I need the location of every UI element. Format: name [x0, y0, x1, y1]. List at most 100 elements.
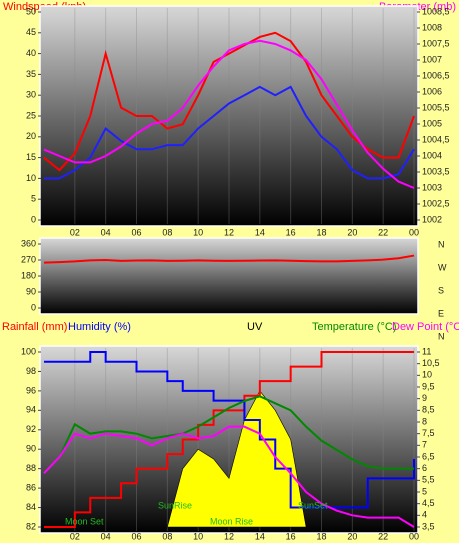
- x-tick-label: 00: [409, 227, 419, 237]
- y2-tick-label: 5: [422, 486, 427, 496]
- y-tick-label: 84: [26, 502, 36, 512]
- y-tick-label: 0: [31, 214, 36, 224]
- y2-tick-label: 1002: [422, 214, 442, 224]
- y2-tick-label: 1003,5: [422, 166, 450, 176]
- x-tick-label: 02: [70, 227, 80, 237]
- plot-frame: [39, 5, 419, 227]
- plot-frame: [39, 237, 419, 315]
- y-tick-label: 90: [26, 286, 36, 296]
- series-line: [43, 395, 414, 475]
- y-tick-label: 10: [26, 173, 36, 183]
- rain-label: Rainfall (mm): [2, 321, 67, 333]
- y2-tick-label: 11: [422, 346, 431, 356]
- y-tick-label: 0: [31, 302, 36, 312]
- y2-tick-label: 1005,5: [422, 102, 450, 112]
- y-tick-label: 5: [31, 194, 36, 204]
- x-tick-label: 14: [255, 227, 265, 237]
- annotation: SunRise: [158, 500, 192, 510]
- y2-tick-label: 9: [422, 393, 427, 403]
- annotation: Moon Set: [65, 516, 104, 526]
- y-tick-label: 45: [26, 27, 36, 37]
- y2-tick-label: 1006,5: [422, 70, 450, 80]
- annotation: Moon Rise: [210, 516, 253, 526]
- y2-tick-label: 5,5: [422, 475, 435, 485]
- y-tick-label: 270: [21, 254, 36, 264]
- y2-tick-label: 1007: [422, 54, 442, 64]
- y-tick-label: 360: [21, 238, 36, 248]
- temp-label: Temperature (°C): [312, 321, 396, 333]
- series-line: [43, 39, 415, 189]
- y-tick-label: 40: [26, 48, 36, 58]
- compass-label: S: [438, 285, 444, 295]
- annotation: SunSet: [298, 500, 328, 510]
- y2-tick-label: 4: [422, 510, 427, 520]
- y2-tick-label: 1002,5: [422, 198, 450, 208]
- y-tick-label: 94: [26, 405, 36, 415]
- y-tick-label: 82: [26, 521, 36, 531]
- y-tick-label: 100: [21, 346, 36, 356]
- y2-tick-label: 3,5: [422, 521, 435, 531]
- x-tick-label: 08: [162, 227, 172, 237]
- y-tick-label: 25: [26, 110, 36, 120]
- y2-tick-label: 4,5: [422, 498, 435, 508]
- y2-tick-label: 1003: [422, 182, 442, 192]
- x-tick-label: 20: [347, 227, 357, 237]
- y-tick-label: 88: [26, 463, 36, 473]
- y2-tick-label: 10: [422, 370, 432, 380]
- series-line: [44, 85, 415, 180]
- x-tick-label: 00: [409, 531, 419, 541]
- series-line: [44, 351, 414, 528]
- y2-tick-label: 1005: [422, 118, 442, 128]
- x-tick-label: 04: [101, 531, 111, 541]
- y-tick-label: 15: [26, 152, 36, 162]
- series-line: [43, 31, 415, 172]
- y-tick-label: 30: [26, 90, 36, 100]
- series-line: [43, 254, 415, 264]
- y-tick-label: 180: [21, 270, 36, 280]
- y2-tick-label: 1006: [422, 86, 442, 96]
- series-line: [44, 351, 415, 509]
- x-tick-label: 10: [193, 227, 203, 237]
- y2-tick-label: 6,5: [422, 451, 435, 461]
- x-tick-label: 18: [316, 531, 326, 541]
- y2-tick-label: 1004,5: [422, 134, 450, 144]
- x-tick-label: 12: [224, 227, 234, 237]
- series-line: [43, 425, 415, 528]
- y2-tick-label: 10,5: [422, 358, 440, 368]
- x-tick-label: 10: [193, 531, 203, 541]
- x-tick-label: 06: [131, 531, 141, 541]
- x-tick-label: 12: [224, 531, 234, 541]
- y-tick-label: 98: [26, 366, 36, 376]
- x-tick-label: 08: [162, 531, 172, 541]
- y2-tick-label: 8,5: [422, 405, 435, 415]
- dew-label: Dew Point (°C: [392, 321, 459, 333]
- x-tick-label: 22: [378, 531, 388, 541]
- x-tick-label: 02: [70, 531, 80, 541]
- y2-tick-label: 9,5: [422, 381, 435, 391]
- y-tick-label: 92: [26, 424, 36, 434]
- y-tick-label: 96: [26, 385, 36, 395]
- compass-label: W: [438, 262, 447, 272]
- y2-tick-label: 1004: [422, 150, 442, 160]
- y2-tick-label: 6: [422, 463, 427, 473]
- compass-label: N: [438, 239, 445, 249]
- x-tick-label: 16: [286, 227, 296, 237]
- x-tick-label: 04: [101, 227, 111, 237]
- compass-label: E: [438, 308, 444, 318]
- y2-tick-label: 7,5: [422, 428, 435, 438]
- y-tick-label: 86: [26, 482, 36, 492]
- uv-label: UV: [247, 321, 263, 333]
- x-tick-label: 14: [255, 531, 265, 541]
- humidity-label: Humidity (%): [68, 321, 131, 333]
- compass-label: N: [438, 331, 445, 341]
- x-tick-label: 16: [286, 531, 296, 541]
- y2-tick-label: 1008: [422, 22, 442, 32]
- y2-tick-label: 8: [422, 416, 427, 426]
- x-tick-label: 18: [316, 227, 326, 237]
- y-tick-label: 50: [26, 6, 36, 16]
- y-tick-label: 35: [26, 69, 36, 79]
- y-tick-label: 20: [26, 131, 36, 141]
- x-tick-label: 06: [131, 227, 141, 237]
- x-tick-label: 20: [347, 531, 357, 541]
